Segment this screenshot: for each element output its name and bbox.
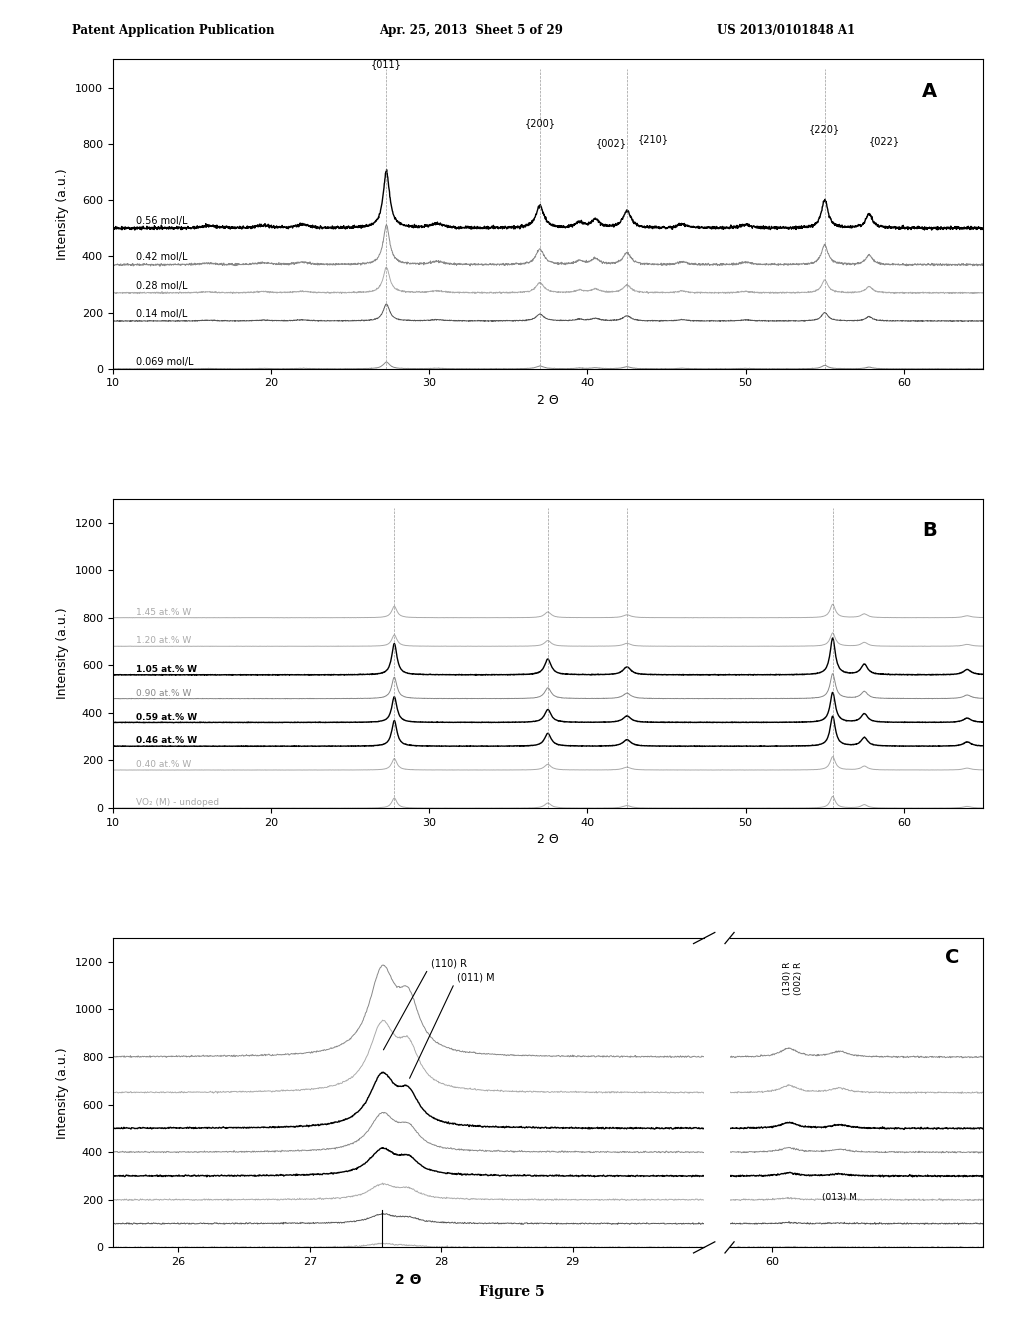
Text: Apr. 25, 2013  Sheet 5 of 29: Apr. 25, 2013 Sheet 5 of 29 bbox=[379, 24, 563, 37]
Text: B: B bbox=[922, 521, 937, 540]
Text: {011}: {011} bbox=[371, 59, 401, 69]
Text: 0.59 at.% W: 0.59 at.% W bbox=[136, 713, 198, 722]
Text: (110) R: (110) R bbox=[431, 958, 467, 968]
Text: 0.069 mol/L: 0.069 mol/L bbox=[136, 356, 194, 367]
Text: (130) R
(002) R: (130) R (002) R bbox=[783, 962, 803, 995]
Text: 1.05 at.% W: 1.05 at.% W bbox=[136, 665, 198, 675]
Text: (011) M: (011) M bbox=[457, 973, 495, 982]
X-axis label: 2 Θ: 2 Θ bbox=[395, 1272, 422, 1287]
Text: {200}: {200} bbox=[524, 119, 555, 128]
Text: A: A bbox=[922, 82, 937, 100]
Text: 0.56 mol/L: 0.56 mol/L bbox=[136, 216, 187, 226]
Text: 0.90 at.% W: 0.90 at.% W bbox=[136, 689, 191, 698]
Text: 0.28 mol/L: 0.28 mol/L bbox=[136, 281, 187, 290]
X-axis label: 2 Θ: 2 Θ bbox=[537, 833, 559, 846]
Text: Figure 5: Figure 5 bbox=[479, 1286, 545, 1299]
Text: {002}: {002} bbox=[595, 139, 627, 148]
Text: {022}: {022} bbox=[869, 136, 900, 147]
Y-axis label: Intensity (a.u.): Intensity (a.u.) bbox=[56, 607, 70, 700]
Text: US 2013/0101848 A1: US 2013/0101848 A1 bbox=[717, 24, 855, 37]
Text: {210}: {210} bbox=[638, 133, 669, 144]
Text: 1.20 at.% W: 1.20 at.% W bbox=[136, 636, 191, 645]
Text: Patent Application Publication: Patent Application Publication bbox=[72, 24, 274, 37]
Y-axis label: Intensity (a.u.): Intensity (a.u.) bbox=[56, 168, 70, 260]
Text: 0.40 at.% W: 0.40 at.% W bbox=[136, 760, 191, 770]
Text: C: C bbox=[945, 948, 959, 966]
Text: {220}: {220} bbox=[809, 124, 841, 133]
Text: 0.46 at.% W: 0.46 at.% W bbox=[136, 737, 198, 746]
Y-axis label: Intensity (a.u.): Intensity (a.u.) bbox=[56, 1047, 70, 1139]
Text: 0.42 mol/L: 0.42 mol/L bbox=[136, 252, 187, 263]
Text: 0.14 mol/L: 0.14 mol/L bbox=[136, 309, 187, 318]
X-axis label: 2 Θ: 2 Θ bbox=[537, 395, 559, 407]
Text: 1.45 at.% W: 1.45 at.% W bbox=[136, 607, 191, 616]
Text: VO₂ (M) - undoped: VO₂ (M) - undoped bbox=[136, 799, 219, 808]
Text: (013) M: (013) M bbox=[822, 1193, 857, 1201]
